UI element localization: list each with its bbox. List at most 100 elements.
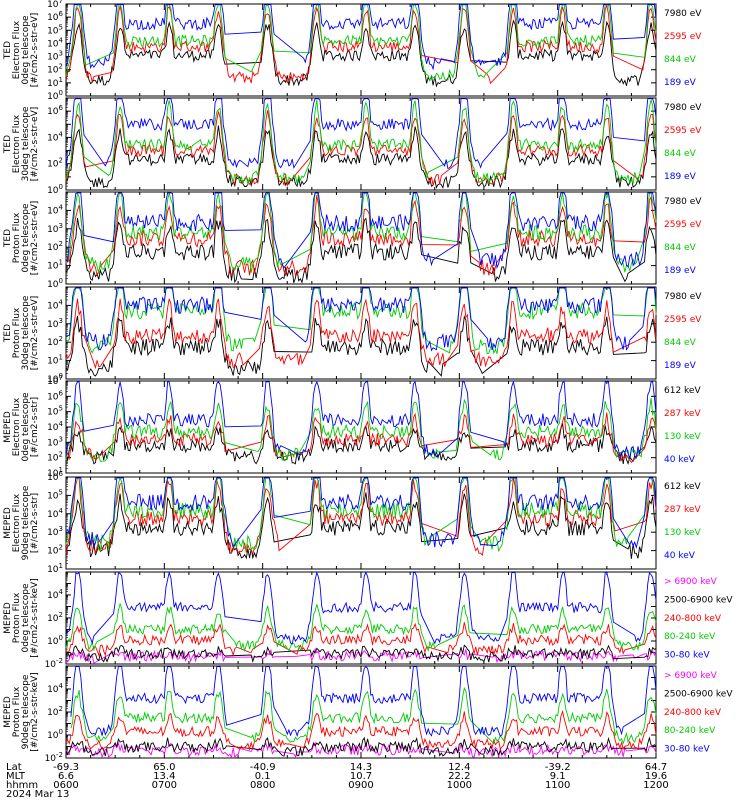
y-axis-label-line: TED: [3, 229, 13, 248]
legend-entry: 7980 eV: [664, 103, 702, 113]
series-line-189-ev: [65, 192, 657, 270]
x-tick-label-hhmm: 1200: [643, 780, 668, 791]
x-tick-label-hhmm: 0800: [250, 780, 275, 791]
series-line-189-ev: [65, 98, 657, 169]
legend-entry: 7980 eV: [664, 292, 702, 302]
legend-entry: 844 eV: [664, 149, 697, 159]
y-axis-label-line: Electron Flux: [12, 20, 22, 79]
legend-entry: 844 eV: [664, 243, 697, 253]
y-axis-label-line: [#/cm2-s-str-keV]: [30, 672, 40, 751]
series-line-2595-ev: [65, 298, 657, 370]
y-axis-label-line: 30deg telescope: [21, 295, 31, 370]
x-tick-label-lat: 64.7: [645, 762, 667, 773]
y-axis-label-line: MEPED: [3, 696, 13, 728]
y-axis-label-line: 30deg telescope: [21, 106, 31, 181]
series-line-189-ev: [65, 4, 657, 71]
y-axis-label-line: [#/cm2-s-str-eV]: [30, 13, 40, 88]
x-tick-label-hhmm: 1000: [447, 780, 472, 791]
series-line-40-kev: [65, 380, 657, 460]
y-axis-label: MEPEDElectron Flux90deg telescope[#/cm2-…: [3, 485, 40, 560]
legend-entry: 130 keV: [664, 528, 701, 538]
legend-entry: 2500-6900 keV: [664, 595, 733, 605]
series-line-189-ev: [65, 287, 657, 352]
legend-entry: 40 keV: [664, 551, 696, 561]
series-line-844-ev: [65, 99, 657, 186]
series-line-80-240-kev: [70, 686, 657, 745]
x-row-label-hhmm: hhmm: [6, 780, 38, 791]
series-line-2500-6900-kev: [65, 736, 657, 757]
legend-entry: 844 eV: [664, 55, 697, 65]
y-axis-label-line: Proton Flux: [12, 307, 22, 358]
legend-entry: 189 eV: [664, 172, 697, 182]
y-axis-label-line: [#/cm2-s-str-eV]: [30, 107, 40, 182]
series-line-2500-6900-kev: [65, 644, 657, 664]
legend-entry: 189 eV: [664, 266, 697, 276]
y-axis-label-line: [#/cm2-s-str-eV]: [30, 201, 40, 276]
legend-entry: 189 eV: [664, 78, 697, 88]
legend-entry: 612 keV: [664, 386, 701, 396]
legend-entry: 189 eV: [664, 361, 697, 371]
legend-entry: 287 keV: [664, 409, 701, 419]
y-axis-label: TEDProton Flux30deg telescope[#/cm2-s-st…: [3, 295, 40, 370]
y-axis-label-line: 90deg telescope: [21, 485, 31, 560]
x-tick-label-mlt: 10.7: [350, 771, 372, 782]
x-row-label-mlt: MLT: [6, 771, 26, 782]
y-axis-label-line: 0deg telescope: [21, 392, 31, 462]
series-line-844-ev: [65, 3, 657, 82]
legend-entry: 80-240 keV: [664, 632, 716, 642]
series-line--6900-kev: [65, 741, 657, 759]
legend-entry: 240-800 keV: [664, 708, 722, 718]
series-line-240-800-kev: [65, 622, 657, 658]
x-tick-label-lat: -39.2: [545, 762, 571, 773]
legend-entry: 2595 eV: [664, 126, 702, 136]
legend-entry: 2595 eV: [664, 220, 702, 230]
series-line-844-ev: [65, 191, 657, 274]
legend-entry: 30-80 keV: [664, 651, 710, 661]
series-line-240-800-kev: [65, 709, 657, 752]
legend-entry: > 6900 keV: [664, 671, 718, 681]
y-axis-label-line: TED: [3, 324, 13, 343]
legend-entry: 612 keV: [664, 482, 701, 492]
x-tick-label-mlt: 9.1: [550, 771, 566, 782]
legend-entry: 40 keV: [664, 455, 696, 465]
y-axis-label-line: [#/cm2-s-str-keV]: [30, 578, 40, 657]
series-line-2595-ev: [65, 4, 657, 85]
y-axis-label-line: Proton Flux: [12, 686, 22, 737]
y-axis-label-line: [#/cm2-s-str]: [30, 493, 40, 553]
y-axis-label-line: TED: [3, 135, 13, 154]
y-axis-label-line: 0deg telescope: [21, 15, 31, 85]
y-axis-label: TEDElectron Flux30deg telescope[#/cm2-s-…: [3, 106, 40, 181]
y-axis-label-line: Proton Flux: [12, 212, 22, 263]
series-line-2595-ev: [65, 195, 657, 277]
y-tick-label: 107: [47, 0, 63, 10]
x-tick-label-hhmm: 1100: [545, 780, 570, 791]
y-axis-label-line: Electron Flux: [12, 114, 22, 173]
x-tick-label-mlt: 0.1: [255, 771, 271, 782]
series-line-287-kev: [65, 412, 657, 464]
series-line-30-80-kev: [65, 570, 657, 645]
y-axis-label-line: [#/cm2-s-str]: [30, 397, 40, 457]
series-line-130-kev: [65, 397, 657, 462]
series-line-7980-ev: [65, 19, 657, 88]
x-tick-label-mlt: 13.4: [153, 771, 175, 782]
x-row-label-date: 2024 Mar 13: [6, 789, 69, 800]
legend-entry: 7980 eV: [664, 197, 702, 207]
series-line-612-kev: [65, 492, 657, 560]
y-axis-label-line: Electron Flux: [12, 397, 22, 456]
legend-entry: 2595 eV: [664, 315, 702, 325]
series-line-130-kev: [65, 476, 657, 553]
y-axis-label: TEDProton Flux0deg telescope[#/cm2-s-str…: [3, 201, 40, 276]
legend-entry: > 6900 keV: [664, 577, 718, 587]
y-axis-label: MEPEDProton Flux0deg telescope[#/cm2-s-s…: [3, 578, 40, 657]
series-line-7980-ev: [65, 314, 657, 377]
y-axis-label: MEPEDProton Flux90deg telescope[#/cm2-s-…: [3, 672, 40, 751]
